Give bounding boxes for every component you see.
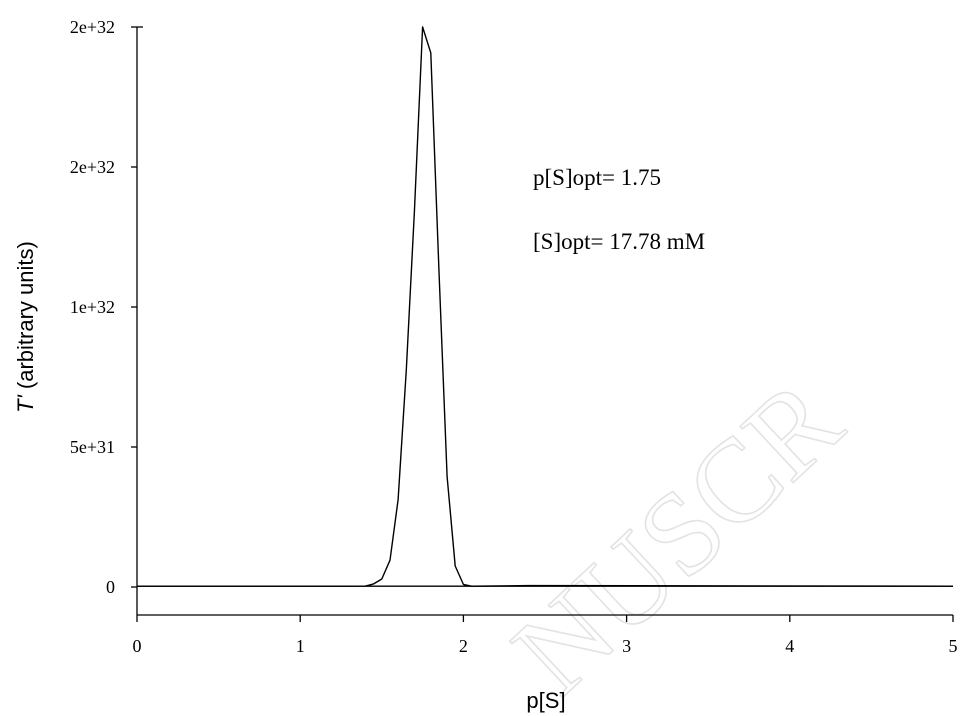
x-tick-label: 4 <box>785 636 794 656</box>
annotation-pS-opt: p[S]opt= 1.75 <box>533 165 661 190</box>
series-line <box>137 26 954 587</box>
x-tick-label: 3 <box>622 636 631 656</box>
y-axis-ticks: 0 5e+31 1e+32 2e+32 2e+32 <box>70 17 137 597</box>
x-tick-label: 1 <box>296 636 305 656</box>
y-axis-title-text: (arbitrary units) <box>13 241 38 395</box>
y-tick-label: 0 <box>106 577 115 597</box>
y-tick-label: 1e+32 <box>70 297 115 317</box>
y-tick-label: 2e+32 <box>70 157 115 177</box>
y-tick-label: 5e+31 <box>70 437 115 457</box>
y-tick-label: 2e+32 <box>70 17 115 37</box>
y-axis-title: T' (arbitrary units) <box>13 241 38 413</box>
x-tick-label: 5 <box>949 636 958 656</box>
watermark-text: NUSCR <box>488 355 865 716</box>
x-tick-label: 2 <box>459 636 468 656</box>
x-axis-title: p[S] <box>526 688 565 713</box>
x-axis-ticks: 0 1 2 3 4 5 <box>133 615 958 656</box>
annotation-S-opt: [S]opt= 17.78 mM <box>533 229 705 254</box>
y-axis-title-symbol: T' <box>13 394 38 412</box>
x-tick-label: 0 <box>133 636 142 656</box>
plot-frame <box>136 26 953 616</box>
